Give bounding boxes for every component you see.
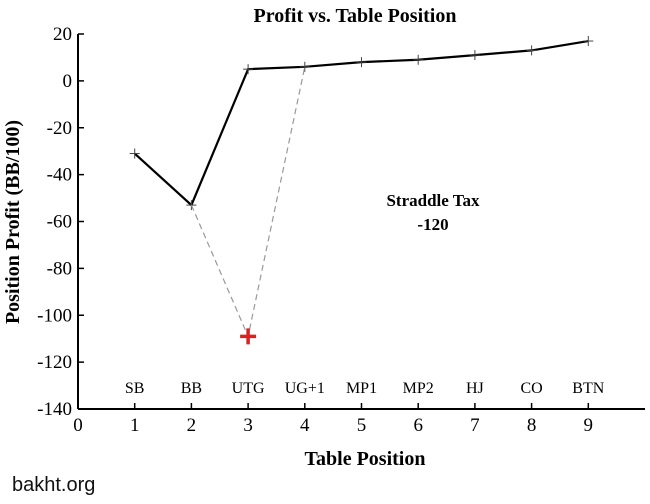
x-tick-label: 6 bbox=[413, 415, 423, 436]
y-tick-label: -20 bbox=[47, 118, 72, 139]
x-tick-label: 2 bbox=[187, 415, 197, 436]
position-label: BTN bbox=[572, 380, 604, 397]
position-label: UG+1 bbox=[285, 380, 325, 397]
position-label: CO bbox=[520, 380, 542, 397]
y-tick-label: -120 bbox=[37, 352, 72, 373]
y-tick-label: -80 bbox=[47, 258, 72, 279]
y-tick-label: -100 bbox=[37, 305, 72, 326]
straddle-dashed-line bbox=[190, 66, 306, 339]
x-tick-label: 1 bbox=[130, 415, 140, 436]
x-tick-label: 5 bbox=[357, 415, 367, 436]
y-tick-label: -60 bbox=[47, 212, 72, 233]
position-label: HJ bbox=[466, 380, 484, 397]
y-tick-label: 20 bbox=[53, 24, 72, 45]
x-tick-label: 7 bbox=[470, 415, 480, 436]
chart-title: Profit vs. Table Position bbox=[254, 5, 457, 27]
position-label: MP1 bbox=[346, 380, 377, 397]
position-label: SB bbox=[125, 380, 145, 397]
y-tick-label: -140 bbox=[37, 399, 72, 420]
x-axis-title: Table Position bbox=[305, 448, 426, 470]
y-tick-label: -40 bbox=[47, 165, 72, 186]
y-axis-title: Position Profit (BB/100) bbox=[2, 120, 24, 324]
x-tick-label: 4 bbox=[300, 415, 310, 436]
position-label: UTG bbox=[232, 380, 265, 397]
x-tick-label: 9 bbox=[584, 415, 594, 436]
y-tick-label: 0 bbox=[63, 71, 73, 92]
annotation-line-1: Straddle Tax bbox=[386, 191, 480, 210]
x-tick-label: 3 bbox=[243, 415, 253, 436]
position-label: BB bbox=[181, 380, 202, 397]
x-tick-label: 0 bbox=[73, 415, 83, 436]
x-tick-label: 8 bbox=[527, 415, 537, 436]
position-label: MP2 bbox=[403, 380, 434, 397]
watermark: bakht.org bbox=[12, 474, 96, 496]
annotation-line-2: -120 bbox=[417, 215, 448, 234]
